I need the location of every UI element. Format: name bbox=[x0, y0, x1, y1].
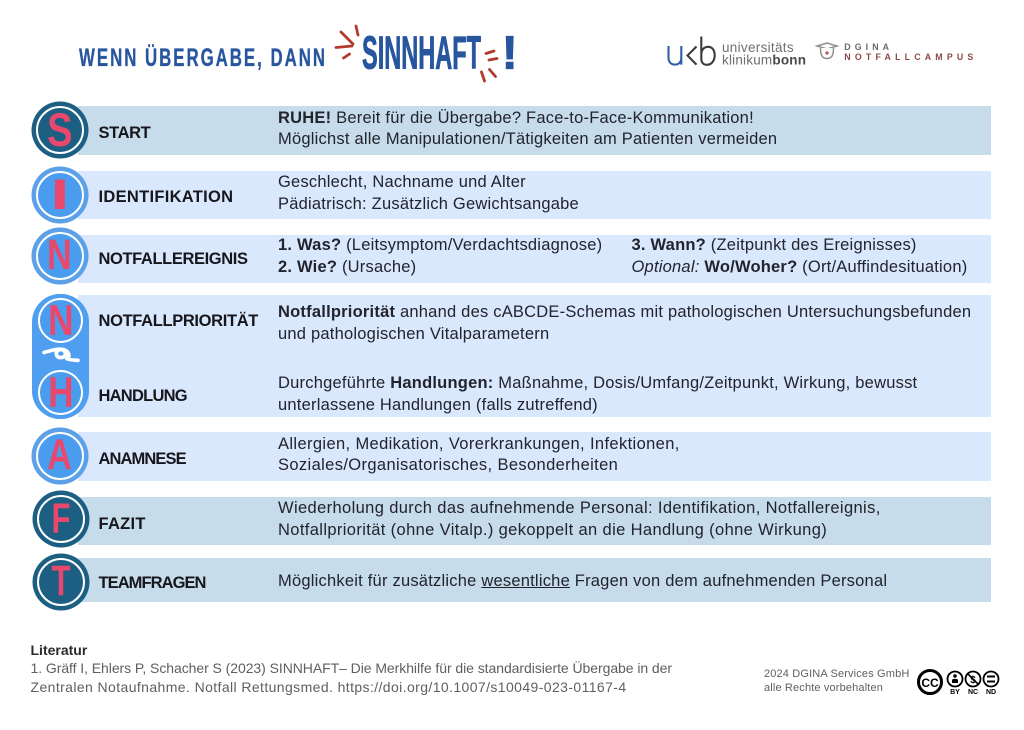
svg-text:!: ! bbox=[502, 27, 517, 79]
svg-text:$: $ bbox=[970, 675, 976, 686]
svg-text:universitäts: universitäts bbox=[722, 40, 794, 55]
svg-text:NOTFALLCAMPUS: NOTFALLCAMPUS bbox=[844, 52, 973, 62]
svg-text:klinikumbonn: klinikumbonn bbox=[722, 53, 806, 68]
svg-text:SINNHAFT: SINNHAFT bbox=[362, 27, 481, 79]
svg-text:WENN ÜBERGABE, DANN: WENN ÜBERGABE, DANN bbox=[79, 43, 327, 72]
svg-text:BY: BY bbox=[950, 689, 960, 696]
svg-text:NC: NC bbox=[968, 689, 978, 696]
svg-text:ND: ND bbox=[986, 689, 996, 696]
svg-text:DGINA: DGINA bbox=[844, 42, 889, 52]
svg-text:CC: CC bbox=[921, 676, 939, 690]
